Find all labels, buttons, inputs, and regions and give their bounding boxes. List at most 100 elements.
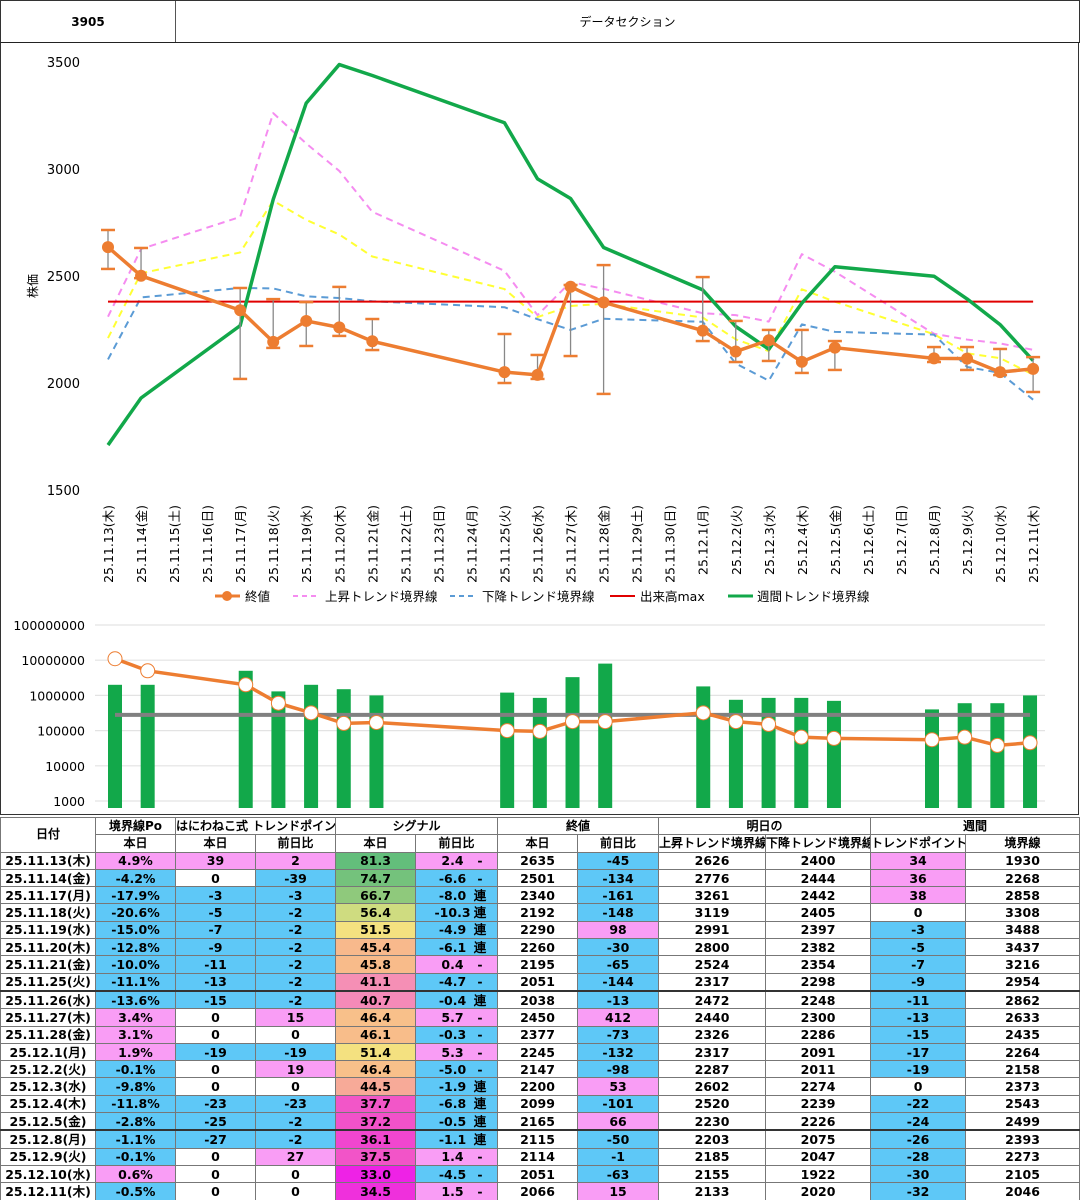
weekly-trend-point-cell: 36	[870, 868, 967, 888]
date-cell: 25.11.19(水)	[0, 920, 96, 940]
upper-boundary-cell: 2326	[658, 1025, 767, 1044]
subheader: 下降トレンド境界線	[765, 834, 872, 853]
subheader: トレンドポイント	[870, 834, 967, 853]
date-cell: 25.12.8(月)	[0, 1129, 96, 1149]
signal-diff-cell: -1.1 連	[414, 1129, 499, 1149]
trend-point-cell: 0	[175, 1077, 256, 1096]
x-tick-label: 25.11.25(火)	[497, 505, 512, 583]
signal-streak-mark: -	[477, 974, 483, 990]
signal-diff-value: 1.5	[441, 1183, 464, 1199]
y-axis-label: 株価	[25, 274, 40, 298]
signal-streak-mark: -	[477, 1027, 483, 1043]
signal-streak-mark: -	[477, 1061, 483, 1077]
signal-diff-value: -1.9	[438, 1079, 467, 1095]
volume-bar	[108, 684, 122, 808]
weekly-trend-point-cell: -7	[870, 955, 967, 974]
signal-cell: 44.5	[335, 1077, 416, 1096]
signal-cell: 56.4	[335, 903, 416, 922]
weekly-boundary-cell: 3437	[965, 938, 1080, 957]
signal-diff-value: -4.5	[438, 1166, 467, 1182]
weekly-boundary-cell: 2543	[965, 1094, 1080, 1114]
table-row: 25.12.8(月) -1.1% -27 -2 36.1 -1.1 連 2115 -50 2203…	[0, 1129, 1080, 1149]
table-row: 25.11.21(金) -10.0% -11 -2 45.8 0.4-2195 -65 252…	[0, 955, 1080, 974]
volume-ratio-point	[957, 729, 973, 745]
table-row: 25.11.27(木) 3.4% 0 15 46.4 5.7-2450 412 2440 230…	[0, 1008, 1080, 1027]
signal-streak-mark: -	[477, 1166, 483, 1182]
weekly-trend-point-cell: -11	[870, 989, 967, 1010]
close-diff-cell: 15	[577, 1182, 660, 1200]
legend-volume-max-label: 出来高max	[640, 589, 705, 604]
report-header: 3905 データセクション	[0, 0, 1080, 43]
date-cell: 25.12.2(火)	[0, 1060, 96, 1079]
volume-y-tick-label: 10000	[45, 759, 85, 774]
x-tick-label: 25.12.2(火)	[729, 505, 744, 575]
volume-bar	[1023, 695, 1038, 808]
x-tick-label: 25.11.23(日)	[431, 505, 446, 583]
close-cell: 2147	[497, 1060, 579, 1079]
subheader: 上昇トレンド境界線	[658, 834, 767, 853]
volume-bar	[271, 691, 286, 808]
trend-point-cell: 0	[175, 1147, 256, 1166]
lower-boundary-cell: 2298	[765, 972, 872, 992]
close-point	[267, 335, 280, 348]
signal-diff-cell: -6.8 連	[414, 1094, 499, 1114]
boundary-po-cell: -0.1%	[95, 1060, 176, 1079]
volume-ratio-point	[793, 729, 809, 745]
volume-y-tick-label: 1000	[53, 794, 85, 809]
volume-ratio-point	[532, 723, 548, 739]
weekly-trend-point-cell: -24	[870, 1112, 967, 1131]
weekly-boundary-cell: 3488	[965, 920, 1080, 940]
frame	[0, 0, 1079, 815]
trend-point-cell: -13	[175, 972, 256, 992]
trend-point-diff-cell: -2	[255, 920, 336, 940]
volume-bar	[369, 695, 384, 808]
lower-boundary-cell: 2011	[765, 1060, 872, 1079]
signal-cell: 46.4	[335, 1060, 416, 1079]
close-point	[135, 269, 148, 282]
upper-boundary-cell: 2230	[658, 1112, 767, 1131]
date-cell: 25.11.25(火)	[0, 972, 96, 992]
signal-cell: 51.5	[335, 920, 416, 940]
trend-point-diff-cell: -2	[255, 938, 336, 957]
signal-streak-mark: -	[477, 1149, 483, 1165]
weekly-boundary-cell: 2499	[965, 1112, 1080, 1131]
signal-cell: 37.5	[335, 1147, 416, 1166]
x-tick-label: 25.11.28(金)	[597, 505, 612, 583]
close-diff-cell: -144	[577, 972, 660, 992]
volume-ratio-point	[107, 651, 123, 667]
lower-boundary-cell: 2400	[765, 851, 872, 870]
header-weekly: 週間	[870, 816, 1080, 836]
signal-diff-value: -5.0	[438, 1061, 467, 1077]
legend-upper-label: 上昇トレンド境界線	[325, 589, 438, 604]
trend-point-cell: -15	[175, 989, 256, 1010]
volume-ratio-point	[826, 730, 842, 746]
close-cell: 2245	[497, 1042, 579, 1062]
trend-point-diff-cell: 19	[255, 1060, 336, 1079]
upper-boundary-cell: 2287	[658, 1060, 767, 1079]
signal-diff-cell: 0.4-	[414, 955, 499, 974]
trend-point-cell: -5	[175, 903, 256, 922]
close-cell: 2038	[497, 989, 579, 1010]
upper-boundary-cell: 2203	[658, 1129, 767, 1149]
x-tick-label: 25.12.3(水)	[762, 505, 777, 575]
boundary-po-cell: 3.4%	[95, 1008, 176, 1027]
lower-boundary-cell: 2300	[765, 1008, 872, 1027]
signal-streak-mark: 連	[473, 1096, 487, 1112]
date-cell: 25.12.9(火)	[0, 1147, 96, 1166]
x-tick-label: 25.11.22(土)	[398, 505, 413, 583]
weekly-trend-line	[106, 62, 1035, 447]
trend-point-cell: 39	[175, 851, 256, 870]
x-tick-label: 25.11.14(金)	[134, 505, 149, 583]
trend-point-cell: -7	[175, 920, 256, 940]
signal-cell: 40.7	[335, 989, 416, 1010]
upper-boundary-cell: 2626	[658, 851, 767, 870]
upper-boundary-cell: 2440	[658, 1008, 767, 1027]
trend-point-diff-cell: -3	[255, 886, 336, 905]
x-tick-label: 25.11.13(木)	[101, 505, 116, 583]
volume-bar	[696, 686, 711, 808]
trend-point-diff-cell: -39	[255, 868, 336, 888]
x-tick-label: 25.12.10(水)	[993, 505, 1008, 583]
volume-bar	[990, 703, 1005, 808]
lower-boundary-cell: 2248	[765, 989, 872, 1010]
weekly-trend-point-cell: -19	[870, 1060, 967, 1079]
